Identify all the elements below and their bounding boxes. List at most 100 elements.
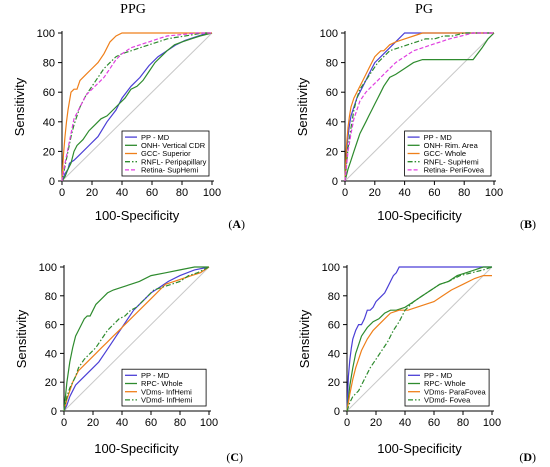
- x-tick-label: 20: [370, 417, 382, 429]
- panel-b: 0 20 40 60 80 100 0 20 40 60 80 100 100-Specificity S…: [295, 28, 536, 231]
- y-tick-label: 80: [328, 291, 340, 303]
- legend-label: VDms- InfHemi: [141, 387, 192, 396]
- x-tick-label: 20: [86, 187, 98, 199]
- y-tick-label: 100: [39, 262, 57, 274]
- x-axis-label: 100-Specificity: [377, 208, 462, 223]
- legend-label: Retina- PeriFovea: [424, 166, 485, 175]
- series-line: [63, 266, 210, 412]
- y-tick-label: 60: [326, 87, 338, 99]
- series-line: [344, 32, 495, 182]
- x-tick-label: 20: [369, 187, 381, 199]
- x-tick-label: 20: [87, 417, 99, 429]
- x-tick-label: 40: [116, 187, 128, 199]
- legend-label: GCC- Superior: [141, 149, 191, 158]
- x-tick-label: 60: [145, 417, 157, 429]
- series-line: [346, 275, 492, 412]
- x-tick-label: 80: [458, 187, 470, 199]
- y-tick-label: 20: [328, 377, 340, 389]
- panel-a: 0 20 40 60 80 100 0 20 40 60 80 100 100-Specificity S…: [12, 28, 245, 231]
- y-tick-label: 80: [43, 58, 55, 70]
- y-axis-label: Sensitivity: [297, 309, 312, 368]
- y-tick-label: 60: [43, 87, 55, 99]
- legend-label: RPC- Whole: [141, 379, 183, 388]
- y-tick-label: 0: [332, 176, 338, 188]
- legend-label: GCC- Whole: [424, 149, 467, 158]
- y-tick-label: 100: [320, 28, 338, 40]
- y-tick-label: 20: [43, 146, 55, 158]
- legend-label: RPC- Whole: [424, 379, 466, 388]
- x-tick-label: 0: [344, 417, 350, 429]
- series-line: [63, 266, 210, 412]
- reference-diagonal: [61, 32, 213, 182]
- panel-c: 0 20 40 60 80 100 0 20 40 60 80 100 100-Specificity S…: [14, 262, 243, 464]
- legend-label: PP - MD: [424, 133, 453, 142]
- reference-diagonal: [346, 266, 493, 412]
- y-tick-label: 40: [45, 348, 57, 360]
- panel-d: 0 20 40 60 80 100 0 20 40 60 80 100 100-Specificity S…: [297, 262, 536, 464]
- legend-label: VDmd- Fovea: [424, 396, 471, 405]
- x-axis-label: 100-Specificity: [94, 441, 179, 456]
- legend-label: PP - MD: [424, 371, 453, 380]
- legend-label: RNFL- Peripapillary: [141, 157, 207, 166]
- y-tick-label: 0: [51, 406, 57, 418]
- panels: 0 20 40 60 80 100 0 20 40 60 80 100 100-Specificity S…: [12, 28, 536, 464]
- x-tick-label: 0: [342, 187, 348, 199]
- x-tick-label: 60: [146, 187, 158, 199]
- x-axis-label: 100-Specificity: [377, 441, 462, 456]
- series-line: [63, 266, 210, 412]
- reference-diagonal: [63, 266, 210, 412]
- y-tick-label: 40: [326, 117, 338, 129]
- header-left: PPG: [120, 2, 146, 17]
- legend-label: PP - MD: [141, 133, 170, 142]
- legend-label: RNFL- SupHemi: [424, 157, 479, 166]
- x-tick-label: 100: [483, 417, 501, 429]
- series-line: [346, 266, 493, 412]
- y-tick-label: 20: [45, 377, 57, 389]
- y-axis-label: Sensitivity: [14, 309, 29, 368]
- legend-label: VDmd- InfHemi: [141, 396, 193, 405]
- panel-label: (D): [519, 450, 536, 464]
- legend-label: Retina- SupHemi: [141, 166, 198, 175]
- series-line: [61, 32, 212, 182]
- y-tick-label: 60: [328, 320, 340, 332]
- y-tick-label: 0: [49, 176, 55, 188]
- x-tick-label: 40: [399, 417, 411, 429]
- header-right: PG: [415, 2, 433, 17]
- panel-label: (C): [226, 450, 243, 464]
- y-tick-label: 80: [326, 58, 338, 70]
- y-tick-label: 40: [43, 117, 55, 129]
- x-tick-label: 100: [203, 187, 221, 199]
- y-tick-label: 80: [45, 291, 57, 303]
- y-axis-label: Sensitivity: [295, 77, 310, 136]
- panel-label: (A): [228, 217, 245, 231]
- x-axis-label: 100-Specificity: [95, 208, 180, 223]
- y-tick-label: 100: [322, 262, 340, 274]
- series-line: [344, 32, 494, 182]
- x-tick-label: 80: [176, 187, 188, 199]
- y-tick-label: 0: [334, 406, 340, 418]
- reference-diagonal: [344, 32, 495, 182]
- y-axis-label: Sensitivity: [12, 77, 27, 136]
- x-tick-label: 100: [485, 187, 503, 199]
- x-tick-label: 60: [428, 417, 440, 429]
- legend-label: PP - MD: [141, 371, 170, 380]
- x-tick-label: 100: [200, 417, 218, 429]
- y-tick-label: 60: [45, 320, 57, 332]
- x-tick-label: 80: [457, 417, 469, 429]
- series-line: [61, 32, 212, 182]
- series-line: [344, 32, 494, 182]
- legend-box: [121, 130, 210, 177]
- series-line: [346, 266, 492, 412]
- x-tick-label: 80: [174, 417, 186, 429]
- legend-label: ONH- Vertical CDR: [141, 141, 206, 150]
- x-tick-label: 40: [116, 417, 128, 429]
- series-line: [344, 32, 494, 182]
- x-tick-label: 0: [61, 417, 67, 429]
- y-tick-label: 40: [328, 348, 340, 360]
- legend-label: VDms- ParaFovea: [424, 387, 487, 396]
